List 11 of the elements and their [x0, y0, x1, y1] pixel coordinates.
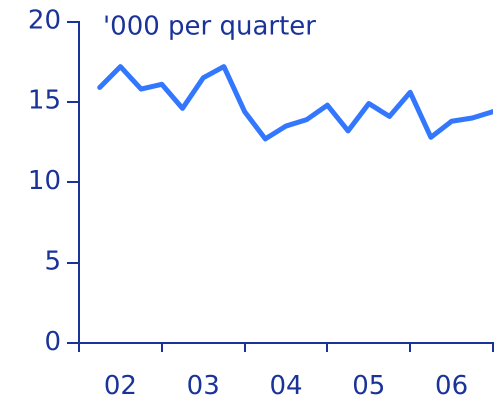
- y-tick-label: 5: [44, 246, 61, 276]
- x-tick-label: 02: [104, 370, 137, 401]
- x-tick-label: 06: [435, 370, 468, 401]
- y-tick-label: 10: [28, 166, 61, 196]
- y-tick-label: 15: [28, 86, 61, 116]
- x-tick-label: 04: [269, 370, 303, 401]
- y-tick-label: 20: [28, 5, 61, 36]
- x-tick-label: 05: [352, 370, 386, 401]
- x-tick-label: 03: [186, 370, 220, 401]
- y-axis-title: '000 per quarter: [103, 11, 316, 42]
- y-tick-label: 0: [44, 326, 61, 357]
